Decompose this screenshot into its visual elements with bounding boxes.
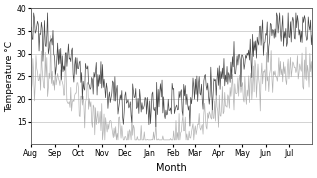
Y-axis label: Temperature °C: Temperature °C bbox=[5, 41, 14, 112]
X-axis label: Month: Month bbox=[156, 163, 187, 173]
